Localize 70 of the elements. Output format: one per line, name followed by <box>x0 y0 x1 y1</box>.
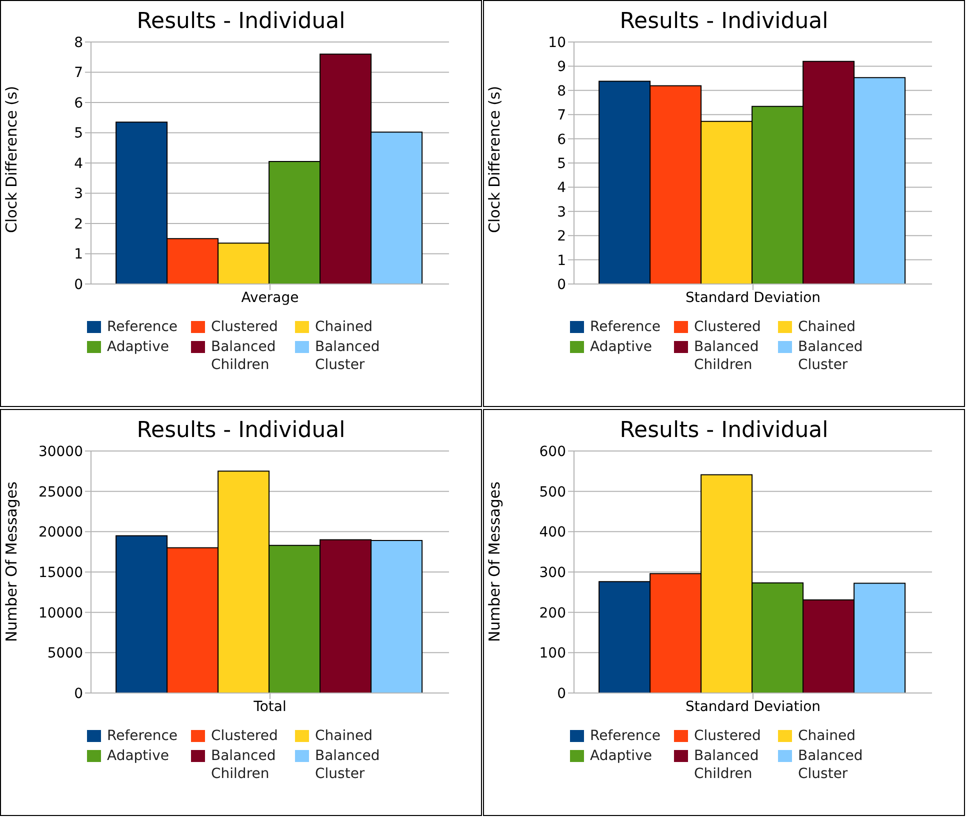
legend-label: Adaptive <box>107 747 169 765</box>
legend-label: Clustered <box>694 727 761 745</box>
y-tick-label: 600 <box>539 444 566 460</box>
y-tick-label: 20000 <box>38 524 83 541</box>
y-tick-label: 30000 <box>38 444 83 460</box>
legend-label: Reference <box>107 727 178 745</box>
legend-label: Clustered <box>211 727 278 745</box>
y-axis-title: Number Of Messages <box>485 481 504 642</box>
y-tick-label: 7 <box>557 108 566 124</box>
legend-label: Balanced Children <box>211 747 277 783</box>
x-tick-label: Total <box>252 698 286 715</box>
legend-label: Reference <box>590 727 660 745</box>
legend-label: Chained <box>798 727 856 745</box>
y-tick-label: 8 <box>74 34 83 51</box>
y-axis-title: Number Of Messages <box>2 481 20 642</box>
y-tick-label: 3 <box>74 186 83 202</box>
y-tick-label: 1 <box>74 246 83 263</box>
y-tick-label: 0 <box>557 276 566 293</box>
legend-label: Balanced Children <box>211 338 277 374</box>
y-tick-label: 0 <box>557 686 566 702</box>
y-tick-label: 0 <box>74 686 83 702</box>
y-tick-label: 6 <box>557 132 566 148</box>
y-tick-label: 100 <box>539 646 566 662</box>
y-tick-label: 5000 <box>47 646 83 662</box>
legend-label: Adaptive <box>590 747 652 765</box>
y-tick-label: 2 <box>557 228 566 245</box>
y-tick-label: 8 <box>557 83 566 100</box>
legend-label: Adaptive <box>107 338 169 356</box>
y-tick-label: 5 <box>557 156 566 172</box>
chart-title: Results - Individual <box>136 9 346 34</box>
y-tick-label: 2 <box>74 216 83 232</box>
chart-title: Results - Individual <box>136 418 346 443</box>
legend-label: Adaptive <box>590 338 652 356</box>
legend-label: Chained <box>315 318 372 336</box>
y-axis-title: Clock Difference (s) <box>2 86 20 233</box>
y-tick-label: 4 <box>557 180 566 196</box>
y-tick-label: 5 <box>74 126 83 142</box>
legend-label: Balanced Cluster <box>798 338 864 374</box>
y-tick-label: 25000 <box>38 484 83 500</box>
legend-label: Clustered <box>211 318 278 336</box>
y-tick-label: 200 <box>539 605 566 622</box>
y-tick-label: 0 <box>74 276 83 293</box>
y-tick-label: 9 <box>557 59 566 76</box>
legend-label: Reference <box>107 318 178 336</box>
legend-label: Balanced Cluster <box>798 747 864 783</box>
y-tick-label: 10000 <box>38 605 83 622</box>
y-tick-label: 10 <box>548 34 566 51</box>
x-tick-label: Average <box>241 290 299 306</box>
y-tick-label: 3 <box>557 204 566 220</box>
y-tick-label: 4 <box>74 156 84 172</box>
chart-title: Results - Individual <box>618 9 830 34</box>
y-tick-label: 15000 <box>38 564 83 581</box>
legend-label: Balanced Children <box>694 747 760 783</box>
legend-label: Balanced Cluster <box>315 338 381 374</box>
y-tick-label: 300 <box>539 564 566 581</box>
y-axis-title: Clock Difference (s) <box>485 86 504 233</box>
legend-label: Chained <box>315 727 372 745</box>
legend-label: Balanced Cluster <box>315 747 381 783</box>
chart-title: Results - Individual <box>618 418 830 443</box>
legend-label: Chained <box>798 318 856 336</box>
x-tick-label: Standard Deviation <box>685 698 821 715</box>
y-tick-label: 400 <box>539 524 566 541</box>
y-tick-label: 1 <box>557 252 566 269</box>
y-tick-label: 500 <box>539 484 566 500</box>
y-tick-label: 7 <box>74 65 83 82</box>
y-tick-label: 6 <box>74 95 84 112</box>
legend-label: Reference <box>590 318 660 336</box>
legend-label: Balanced Children <box>694 338 760 374</box>
legend-label: Clustered <box>694 318 761 336</box>
x-tick-label: Standard Deviation <box>685 290 821 306</box>
